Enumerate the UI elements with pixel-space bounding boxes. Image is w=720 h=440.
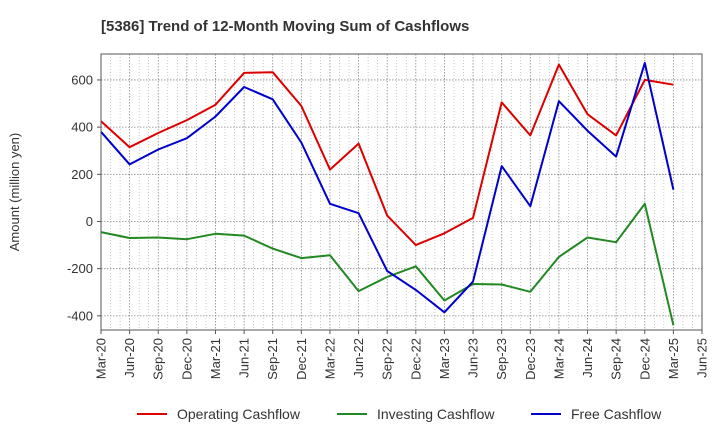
x-tick-label: Mar-24: [551, 338, 566, 379]
x-tick-label: Sep-23: [494, 338, 509, 380]
x-tick-label: Mar-23: [437, 338, 452, 379]
x-tick-labels: Mar-20 Jun-20 Sep-20 Dec-20 Mar-21 Jun-21 Sep-…: [94, 330, 710, 380]
x-tick-label: Jun-22: [351, 338, 366, 378]
x-tick-label: Jun-25: [695, 338, 710, 378]
y-tick-label: -400: [67, 308, 93, 323]
x-tick-label: Dec-24: [637, 338, 652, 380]
x-tick-label: Jun-23: [466, 338, 481, 378]
x-tick-label: Mar-20: [94, 338, 109, 379]
x-tick-label: Dec-20: [179, 338, 194, 380]
chart-title: [5386] Trend of 12-Month Moving Sum of C…: [101, 18, 469, 35]
x-tick-label: Sep-24: [609, 338, 624, 380]
x-tick-label: Sep-20: [151, 338, 166, 380]
y-tick-label: 600: [71, 72, 93, 87]
x-tick-label: Mar-21: [208, 338, 223, 379]
plot-area: [101, 54, 702, 330]
x-tick-label: Jun-21: [237, 338, 252, 378]
plot-frame: [100, 53, 703, 331]
x-tick-label: Mar-22: [322, 338, 337, 379]
series-line-investing-cashflow: [100, 202, 675, 326]
y-tick-labels: -400 -200 0 200 400 600: [67, 72, 101, 323]
x-tick-label: Sep-22: [380, 338, 395, 380]
legend-label: Investing Cashflow: [377, 406, 495, 422]
series-line-operating-cashflow: [100, 63, 674, 247]
y-tick-label: 200: [71, 167, 93, 182]
legend-label: Operating Cashflow: [177, 406, 301, 422]
x-tick-label: Dec-22: [408, 338, 423, 380]
x-tick-label: Jun-20: [122, 338, 137, 378]
x-tick-label: Sep-21: [265, 338, 280, 380]
y-tick-label: 400: [71, 120, 93, 135]
x-tick-label: Dec-21: [294, 338, 309, 380]
x-tick-label: Jun-24: [580, 338, 595, 378]
y-tick-label: -200: [67, 261, 93, 276]
legend: Operating Cashflow Investing Cashflow Free…: [137, 406, 662, 422]
series-layer: [100, 62, 675, 326]
y-axis-label: Amount (million yen): [7, 133, 22, 252]
grid: [100, 54, 703, 330]
y-tick-label: 0: [86, 214, 93, 229]
x-tick-label: Dec-23: [523, 338, 538, 380]
series-line-free-cashflow: [100, 62, 675, 314]
x-tick-label: Mar-25: [666, 338, 681, 379]
legend-label: Free Cashflow: [571, 406, 662, 422]
